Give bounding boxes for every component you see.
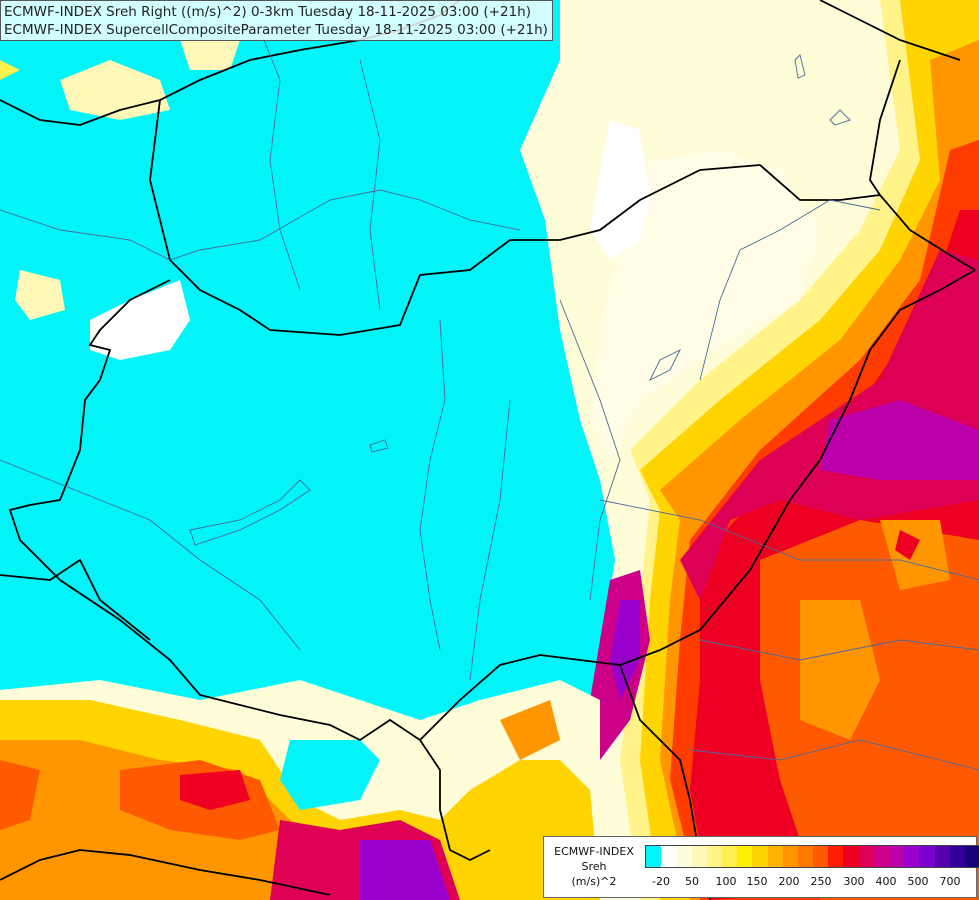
legend-tick-label: 400 xyxy=(875,875,897,888)
legend-model: ECMWF-INDEX xyxy=(554,845,634,858)
legend-tick-label: 50 xyxy=(685,875,699,888)
legend-header: ECMWF-INDEX Sreh (m/s)^2 xyxy=(548,844,640,889)
legend-swatch xyxy=(949,846,965,867)
legend-swatch xyxy=(858,846,874,867)
legend-swatch xyxy=(752,846,768,867)
helicity-field-east xyxy=(520,0,979,900)
legend-swatch xyxy=(964,846,979,867)
title-line-supercell: ECMWF-INDEX SupercellCompositeParameter … xyxy=(4,22,548,38)
legend-swatch xyxy=(828,846,844,867)
legend-swatch xyxy=(737,846,753,867)
legend-swatch xyxy=(797,846,814,867)
legend-swatch xyxy=(919,846,935,867)
legend-swatch xyxy=(691,846,707,867)
helicity-field-south xyxy=(0,680,600,900)
legend-swatch xyxy=(706,846,722,867)
legend-swatch xyxy=(904,846,920,867)
legend-field: Sreh xyxy=(581,860,607,873)
legend-tick-label: 700 xyxy=(939,875,961,888)
legend-tick-label: 200 xyxy=(778,875,800,888)
legend-tick-label: 100 xyxy=(715,875,737,888)
legend-swatch xyxy=(721,846,738,867)
legend-swatch xyxy=(767,846,783,867)
legend-swatch xyxy=(661,846,677,867)
legend-swatch xyxy=(873,846,889,867)
color-legend: ECMWF-INDEX Sreh (m/s)^2 -20 50 100 150 200 2… xyxy=(543,836,979,898)
title-line-helicity: ECMWF-INDEX Sreh Right ((m/s)^2) 0-3km T… xyxy=(4,4,531,20)
legend-tick-label: 300 xyxy=(843,875,865,888)
legend-swatch xyxy=(782,846,798,867)
legend-unit: (m/s)^2 xyxy=(571,875,617,888)
legend-color-bar xyxy=(645,845,979,868)
legend-tick-label: 150 xyxy=(746,875,768,888)
legend-swatch xyxy=(646,846,662,867)
legend-tick-label: 250 xyxy=(810,875,832,888)
legend-swatch xyxy=(843,846,859,867)
legend-tick-label: -20 xyxy=(652,875,670,888)
map-title-box: ECMWF-INDEX Sreh Right ((m/s)^2) 0-3km T… xyxy=(0,0,553,41)
rivers xyxy=(0,29,979,771)
legend-swatch xyxy=(934,846,950,867)
legend-swatch xyxy=(813,846,829,867)
legend-tick-label: 500 xyxy=(907,875,929,888)
legend-swatch xyxy=(676,846,692,867)
legend-swatch xyxy=(889,846,905,867)
